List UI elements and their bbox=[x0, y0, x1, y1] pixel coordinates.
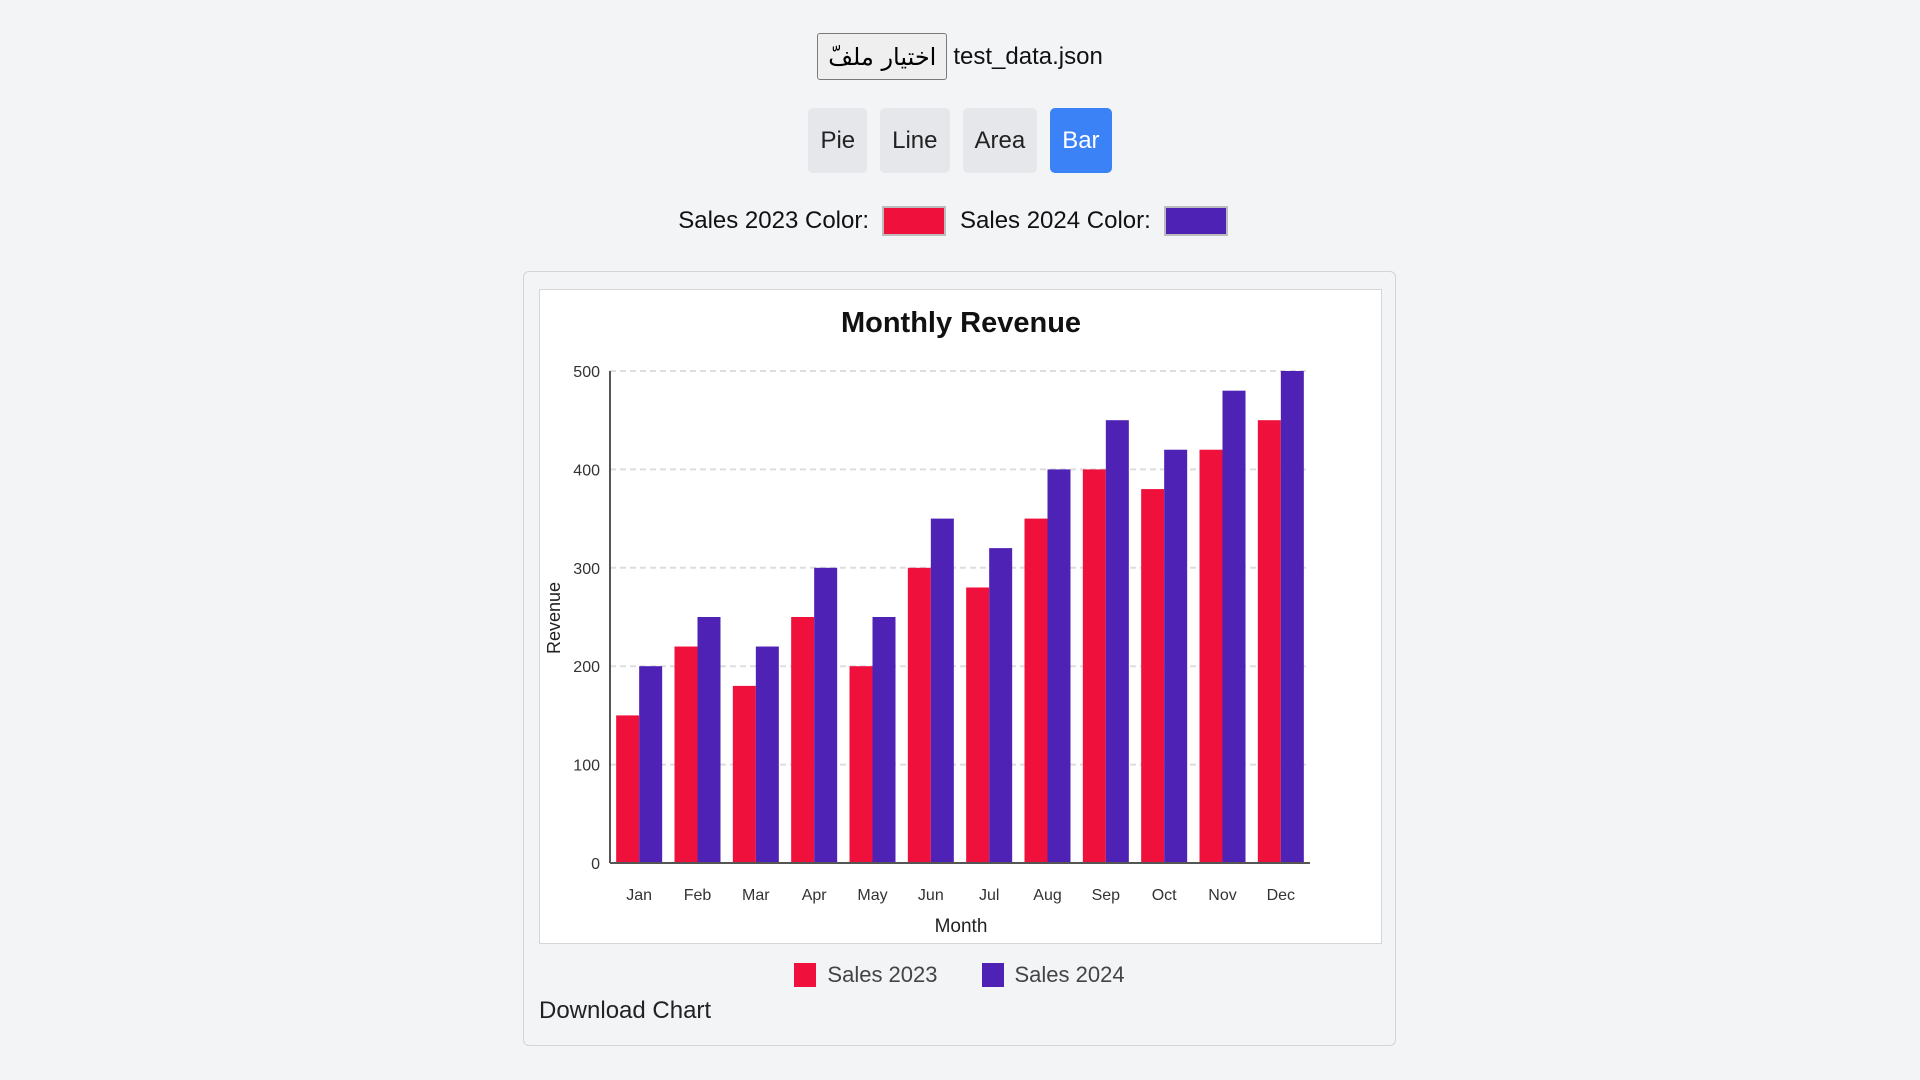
sales-2023-color-label: Sales 2023 Color: bbox=[678, 207, 869, 234]
bar bbox=[1141, 489, 1165, 863]
x-tick-label: Aug bbox=[1033, 887, 1061, 904]
selected-file-name: test_data.json bbox=[953, 42, 1103, 70]
bar bbox=[814, 567, 838, 863]
sales-2024-color-label: Sales 2024 Color: bbox=[960, 207, 1151, 234]
legend-swatch bbox=[981, 963, 1004, 987]
legend-label: Sales 2024 bbox=[1014, 962, 1125, 987]
chart-container: Monthly Revenue Revenue Month 0 100 200 300… bbox=[539, 289, 1382, 944]
bar bbox=[791, 617, 815, 863]
bar-chart: Monthly Revenue Revenue Month 0 100 200 300… bbox=[544, 307, 1310, 937]
bar bbox=[872, 617, 896, 863]
x-tick-label: Apr bbox=[802, 887, 828, 904]
sales-2023-color-picker[interactable] bbox=[882, 206, 946, 236]
bar bbox=[966, 587, 990, 863]
bar bbox=[1024, 518, 1048, 863]
x-tick-label: Feb bbox=[684, 887, 712, 904]
bar bbox=[1105, 420, 1129, 863]
x-tick-label: Sep bbox=[1092, 887, 1121, 904]
bar bbox=[755, 646, 779, 863]
bar bbox=[849, 666, 873, 863]
y-tick-label: 300 bbox=[573, 561, 600, 578]
x-tick-label: Oct bbox=[1152, 887, 1177, 904]
bar bbox=[989, 548, 1013, 863]
bar bbox=[1280, 371, 1304, 863]
x-axis-label: Month bbox=[935, 916, 988, 937]
chart-type-selector: Pie Line Area Bar bbox=[0, 108, 1920, 173]
bar bbox=[1164, 449, 1188, 863]
legend-item-sales-2023[interactable]: Sales 2023 bbox=[794, 962, 938, 988]
bar bbox=[1257, 420, 1281, 863]
file-picker: اختيار ملفّ test_data.json bbox=[0, 33, 1920, 80]
bar bbox=[674, 646, 698, 863]
x-tick-label: Nov bbox=[1208, 887, 1236, 904]
bar bbox=[1047, 469, 1071, 863]
pie-chart-button[interactable]: Pie bbox=[808, 108, 868, 173]
download-chart-link[interactable]: Download Chart bbox=[539, 997, 712, 1024]
x-tick-label: May bbox=[857, 887, 887, 904]
bar bbox=[697, 617, 721, 863]
x-tick-label: Jun bbox=[918, 887, 944, 904]
y-tick-label: 100 bbox=[573, 758, 600, 775]
area-chart-button[interactable]: Area bbox=[962, 108, 1038, 173]
x-tick-label: Jan bbox=[626, 887, 652, 904]
bar bbox=[1199, 449, 1223, 863]
chart-title: Monthly Revenue bbox=[841, 307, 1081, 339]
y-axis-label: Revenue bbox=[544, 582, 564, 654]
line-chart-button[interactable]: Line bbox=[880, 108, 950, 173]
bar bbox=[639, 666, 663, 863]
bar bbox=[616, 715, 640, 863]
x-tick-label: Jul bbox=[979, 887, 999, 904]
bar bbox=[1082, 469, 1106, 863]
chart-card: Monthly Revenue Revenue Month 0 100 200 300… bbox=[523, 271, 1396, 1046]
y-tick-label: 500 bbox=[573, 364, 600, 381]
y-tick-label: 400 bbox=[573, 462, 600, 479]
legend-item-sales-2024[interactable]: Sales 2024 bbox=[981, 962, 1125, 988]
x-tick-label: Dec bbox=[1267, 887, 1295, 904]
bar bbox=[732, 685, 756, 863]
bar bbox=[907, 567, 931, 863]
y-tick-label: 0 bbox=[591, 856, 600, 873]
legend-label: Sales 2023 bbox=[827, 962, 938, 987]
legend-swatch bbox=[794, 963, 817, 987]
bar bbox=[930, 518, 954, 863]
choose-file-button[interactable]: اختيار ملفّ bbox=[817, 33, 948, 80]
bar-chart-button[interactable]: Bar bbox=[1050, 108, 1112, 173]
series-color-controls: Sales 2023 Color: Sales 2024 Color: bbox=[0, 206, 1920, 236]
bar bbox=[1222, 390, 1246, 863]
chart-legend: Sales 2023 Sales 2024 bbox=[524, 962, 1395, 988]
sales-2024-color-picker[interactable] bbox=[1163, 206, 1228, 236]
x-tick-label: Mar bbox=[742, 887, 770, 904]
y-tick-label: 200 bbox=[573, 659, 600, 676]
